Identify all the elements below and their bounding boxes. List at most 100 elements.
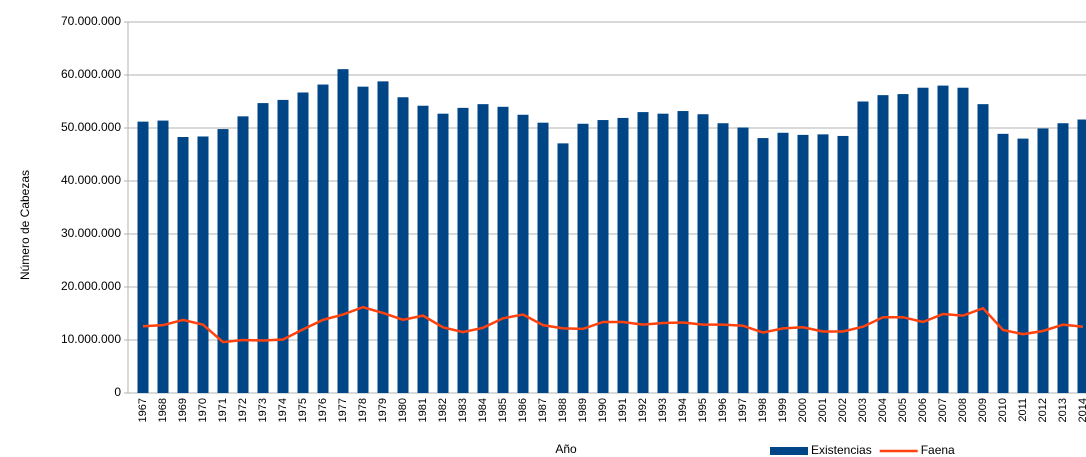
bar: [277, 99, 289, 393]
bar: [917, 87, 929, 393]
x-tick-label: 1998: [757, 398, 769, 422]
bar: [217, 129, 229, 393]
x-tick-label: 2007: [937, 398, 949, 422]
bar: [737, 127, 749, 393]
bar: [517, 114, 529, 393]
x-tick-label: 2013: [1057, 398, 1069, 422]
x-tick-label: 1973: [257, 398, 269, 422]
bar: [457, 107, 469, 394]
x-tick-label: 2014: [1077, 398, 1086, 422]
bar: [777, 132, 789, 393]
legend-swatch: [770, 447, 808, 455]
x-tick-label: 1992: [637, 398, 649, 422]
bar: [137, 121, 149, 393]
x-tick-label: 1988: [557, 398, 569, 422]
bar: [637, 112, 649, 393]
bar: [1017, 138, 1029, 393]
bar: [397, 97, 409, 393]
bar: [597, 120, 609, 394]
x-tick-label: 1981: [417, 398, 429, 422]
bar: [837, 135, 849, 393]
x-tick-label: 2005: [897, 398, 909, 422]
bar: [997, 133, 1009, 393]
x-tick-label: 1991: [617, 398, 629, 422]
bar: [677, 111, 689, 393]
x-tick-label: 1997: [737, 398, 749, 422]
x-tick-label: 2003: [857, 398, 869, 422]
x-tick-label: 1969: [177, 398, 189, 422]
bar: [257, 103, 269, 393]
x-tick-label: 2002: [837, 398, 849, 422]
x-tick-label: 1968: [157, 398, 169, 422]
bar: [857, 101, 869, 393]
bar: [577, 123, 589, 393]
bar: [817, 134, 829, 394]
bar: [497, 106, 509, 394]
bar: [537, 122, 549, 393]
bar: [617, 117, 629, 394]
bar: [877, 95, 889, 393]
x-tick-label: 2004: [877, 398, 889, 422]
bar: [1077, 119, 1086, 394]
bar: [937, 85, 949, 393]
y-axis-label: Número de Cabezas: [18, 170, 32, 280]
x-tick-label: 1980: [397, 398, 409, 422]
x-tick-label: 1972: [237, 398, 249, 422]
bar: [717, 123, 729, 393]
x-tick-label: 1987: [537, 398, 549, 422]
bar: [1057, 123, 1069, 393]
y-tick-label: 10.000.000: [61, 332, 121, 346]
x-tick-label: 1982: [437, 398, 449, 422]
x-tick-label: 1974: [277, 398, 289, 422]
x-tick-label: 1994: [677, 398, 689, 422]
x-tick-label: 2000: [797, 398, 809, 422]
x-tick-label: 1985: [497, 398, 509, 422]
x-tick-label: 2008: [957, 398, 969, 422]
x-tick-label: 1993: [657, 398, 669, 422]
bar: [897, 94, 909, 393]
x-tick-label: 2010: [997, 398, 1009, 422]
x-tick-label: 1989: [577, 398, 589, 422]
x-tick-label: 2006: [917, 398, 929, 422]
bar: [957, 87, 969, 393]
x-tick-label: 2001: [817, 398, 829, 422]
bar: [357, 86, 369, 393]
x-tick-label: 1971: [217, 398, 229, 422]
line: [142, 305, 1084, 344]
bar: [337, 69, 349, 394]
x-tick-label: 2009: [977, 398, 989, 422]
x-tick-label: 1977: [337, 398, 349, 422]
bar: [557, 143, 569, 393]
bar: [377, 81, 389, 394]
bar: [237, 116, 249, 393]
bar: [317, 84, 329, 393]
y-tick-label: 50.000.000: [61, 120, 121, 134]
x-tick-label: 1990: [597, 398, 609, 422]
bar: [657, 113, 669, 393]
y-tick-label: 60.000.000: [61, 67, 121, 81]
x-tick-label: 1970: [197, 398, 209, 422]
x-tick-label: 1996: [717, 398, 729, 422]
x-tick-label: 1967: [137, 398, 149, 422]
bar: [417, 105, 429, 394]
x-tick-label: 2011: [1017, 398, 1029, 422]
bar: [177, 137, 189, 393]
y-tick-label: 30.000.000: [61, 226, 121, 240]
x-tick-label: 1984: [477, 398, 489, 422]
y-tick-label: 20.000.000: [61, 279, 121, 293]
bar: [797, 134, 809, 393]
y-tick-label: 70.000.000: [61, 14, 121, 28]
x-tick-label: 2012: [1037, 398, 1049, 422]
bar: [157, 120, 169, 393]
x-tick-label: 1979: [377, 398, 389, 422]
y-tick-label: 40.000.000: [61, 173, 121, 187]
x-axis-label: Año: [555, 442, 577, 456]
x-tick-label: 1999: [777, 398, 789, 422]
x-tick-label: 1975: [297, 398, 309, 422]
bar: [757, 138, 769, 393]
y-tick-label: 0: [114, 385, 121, 399]
bar: [197, 136, 209, 394]
x-tick-label: 1978: [357, 398, 369, 422]
x-tick-label: 1983: [457, 398, 469, 422]
